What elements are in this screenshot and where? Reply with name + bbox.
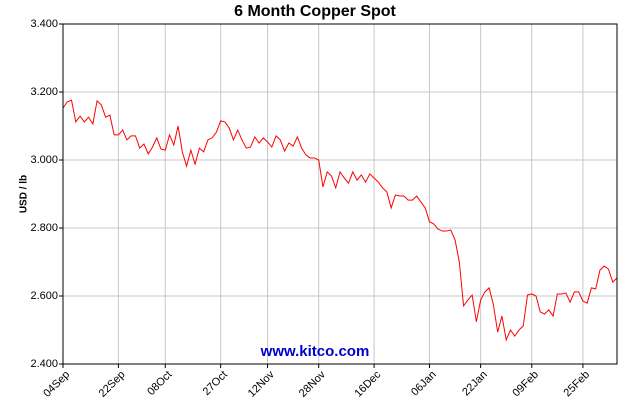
plot-background [63,24,617,364]
watermark: www.kitco.com [260,343,370,360]
y-tick-label: 3.000 [30,154,58,166]
y-tick-label: 2.400 [30,358,58,370]
y-tick-label: 2.800 [30,222,58,234]
x-tick-label: 08Oct [145,369,174,398]
x-tick-label: 06Jan [409,369,439,399]
y-tick-label: 3.200 [30,86,58,98]
y-tick-label: 3.400 [30,18,58,30]
x-tick-label: 22Sep [97,369,128,400]
y-tick-label: 2.600 [30,290,58,302]
x-tick-label: 16Dec [352,368,383,399]
x-tick-label: 09Feb [510,369,541,400]
y-axis-label: USD / lb [19,175,30,213]
chart-title: 6 Month Copper Spot [234,3,396,20]
x-tick-label: 22Jan [460,369,490,399]
x-tick-label: 27Oct [201,369,230,398]
x-tick-label: 28Nov [297,368,328,399]
x-tick-label: 04Sep [41,369,72,400]
x-tick-label: 12Nov [246,368,277,399]
plot-frame [62,23,618,365]
x-tick-label: 25Feb [562,369,593,400]
price-line [62,99,618,342]
